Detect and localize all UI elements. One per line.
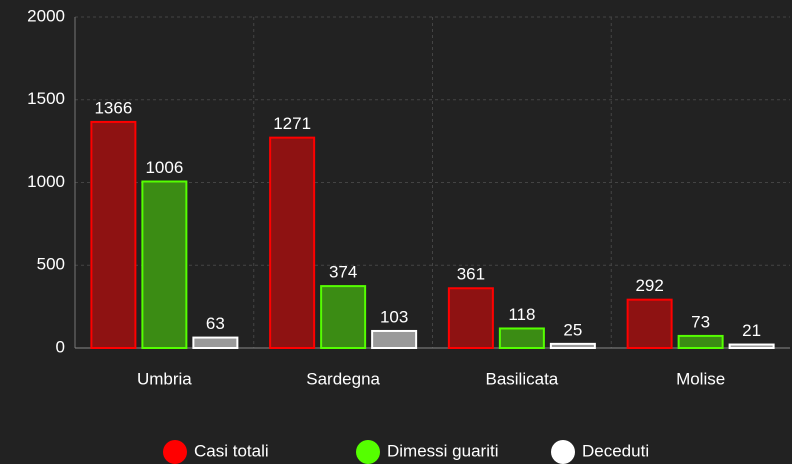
value-label: 25 (563, 320, 582, 339)
value-label: 73 (691, 312, 710, 331)
value-label: 118 (508, 305, 535, 324)
value-label: 374 (329, 263, 357, 282)
x-tick-label: Basilicata (485, 369, 558, 388)
value-label: 1366 (94, 98, 132, 117)
bar (728, 343, 775, 350)
bar (141, 180, 188, 349)
value-label: 103 (380, 307, 408, 326)
value-label: 292 (635, 276, 663, 295)
bar (498, 327, 545, 350)
legend-label: Dimessi guariti (387, 441, 498, 460)
bar (626, 298, 673, 350)
value-label: 1271 (273, 114, 311, 133)
legend-label: Deceduti (582, 441, 649, 460)
bar (269, 136, 316, 349)
legend-marker (163, 440, 187, 464)
value-label: 63 (206, 314, 225, 333)
bar (677, 334, 724, 349)
legend-label: Casi totali (194, 441, 269, 460)
y-tick-label: 2000 (27, 6, 65, 25)
value-label: 21 (742, 321, 761, 340)
bar (447, 287, 494, 349)
legend-marker (356, 440, 380, 464)
bar (371, 329, 418, 349)
y-tick-label: 1000 (27, 172, 65, 191)
x-tick-label: Molise (676, 369, 725, 388)
bar (549, 342, 596, 349)
y-tick-label: 500 (37, 255, 65, 274)
bar (192, 336, 239, 349)
bar (90, 120, 137, 349)
legend-marker (551, 440, 575, 464)
y-tick-label: 0 (56, 337, 65, 356)
value-label: 1006 (145, 158, 183, 177)
x-tick-label: Sardegna (306, 369, 380, 388)
y-tick-label: 1500 (27, 89, 65, 108)
bar (320, 285, 367, 349)
value-label: 361 (457, 265, 485, 284)
x-tick-label: Umbria (137, 369, 192, 388)
